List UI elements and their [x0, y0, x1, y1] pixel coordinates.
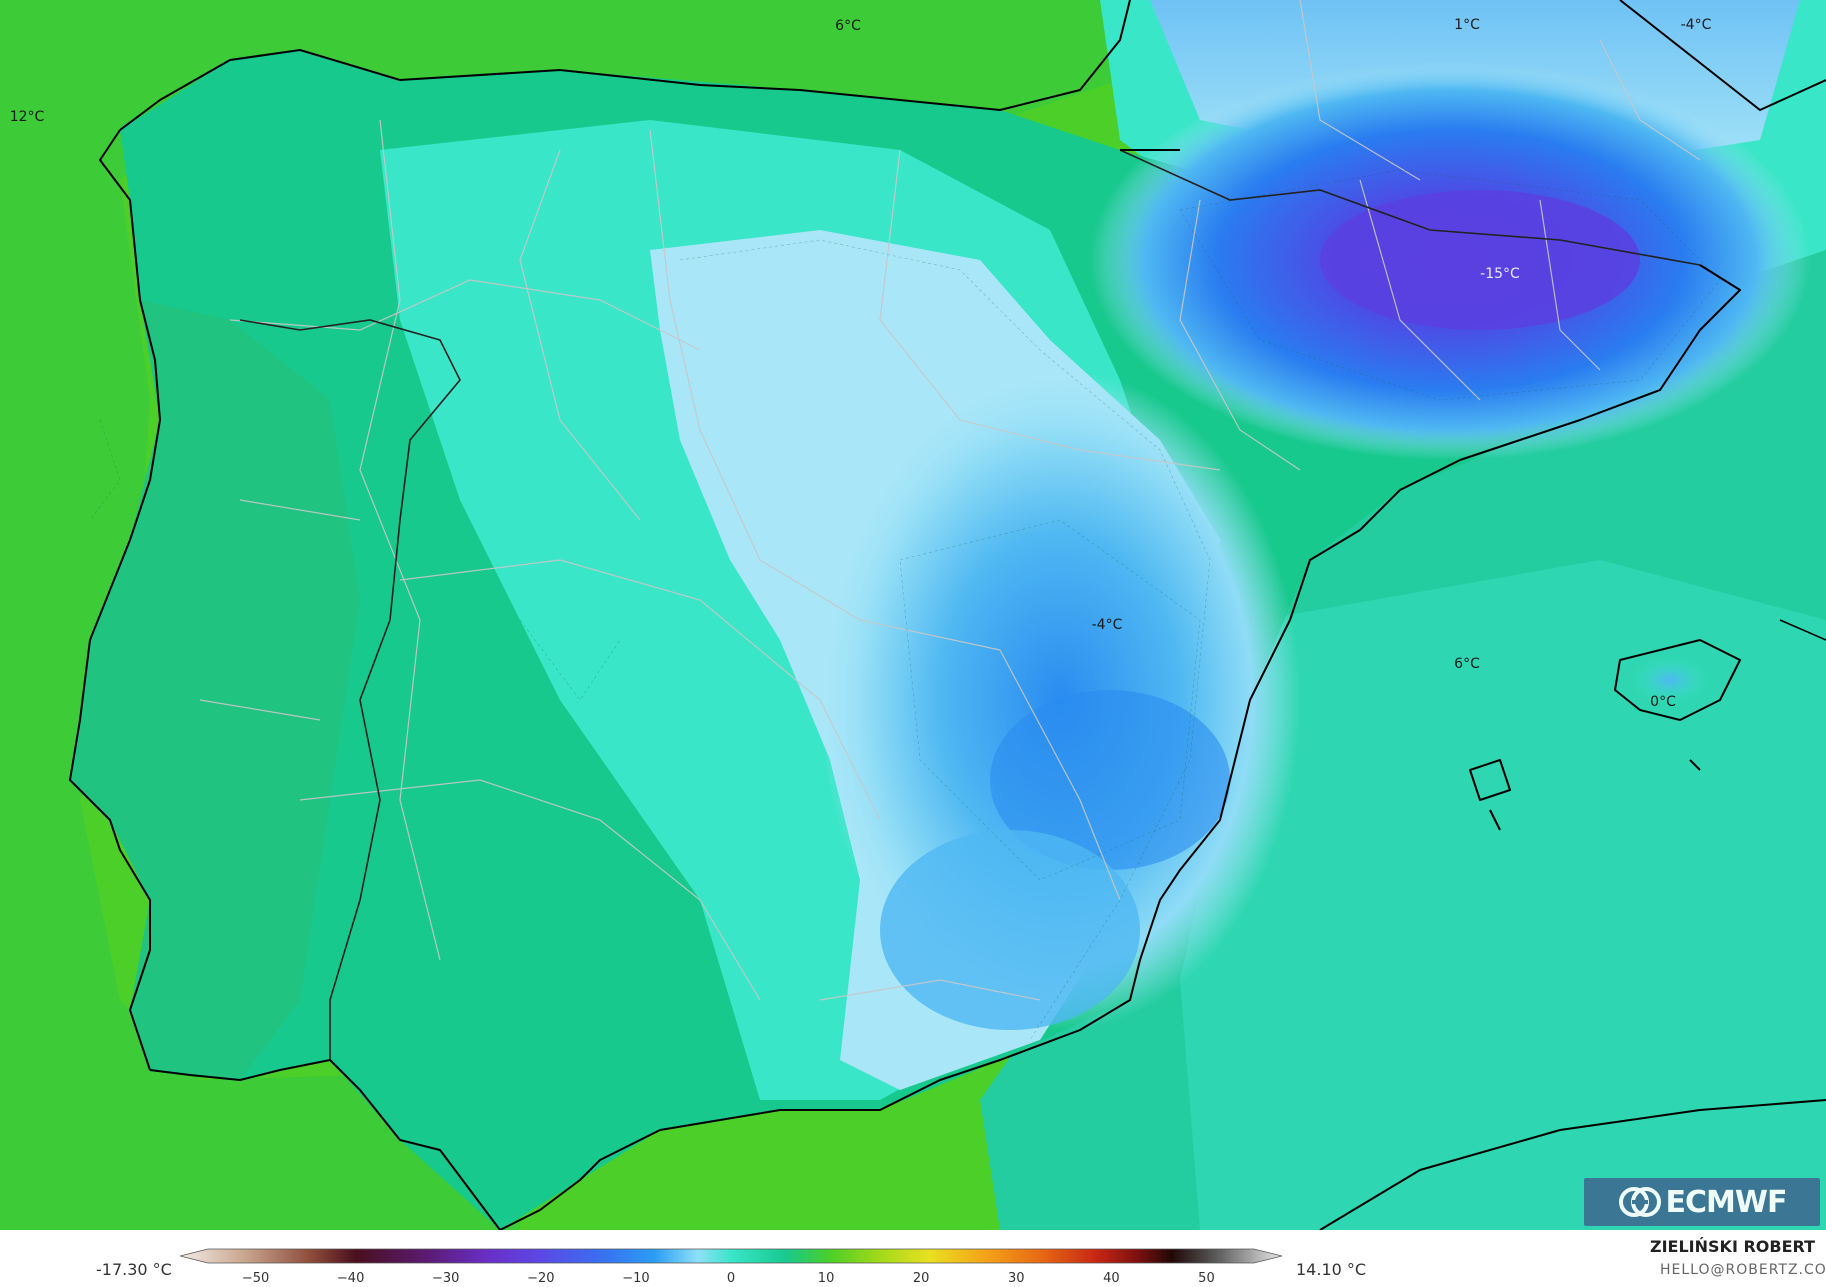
label-minus4-center: -4°C: [1091, 617, 1123, 633]
pyrenees-cold-core: [1320, 190, 1640, 330]
label-0-mallorca: 0°C: [1650, 694, 1676, 710]
colorbar-tick-label: 10: [817, 1271, 835, 1286]
min-temperature: -17.30 °C: [96, 1260, 172, 1279]
colorbar-tick-label: −10: [622, 1271, 650, 1286]
label-1-france: 1°C: [1454, 17, 1480, 33]
colorbar-tick-label: −40: [336, 1271, 365, 1286]
corsica-edge: [1779, 619, 1826, 641]
ecmwf-logo-text: ECMWF: [1665, 1184, 1788, 1220]
colorbar-tick-label: −20: [527, 1271, 555, 1286]
label-12-west: 12°C: [9, 109, 45, 125]
ecmwf-logo-icon: [1618, 1187, 1661, 1217]
mediterranean-cool: [1180, 560, 1826, 1230]
colorbar-tick-label: 30: [1007, 1271, 1025, 1286]
colorbar-tick-label: 40: [1103, 1271, 1120, 1286]
temperature-colorbar: [180, 1248, 1282, 1264]
colorbar-tick-label: 20: [912, 1271, 930, 1286]
region-borders: [199, 0, 1701, 1001]
colorbar-tick-label: −30: [432, 1271, 460, 1286]
label-minus15-pyrenees: -15°C: [1480, 266, 1520, 282]
colorbar-tick-label: 50: [1198, 1271, 1215, 1286]
colorbar-tick-label: −50: [241, 1271, 270, 1286]
author-name: ZIELIŃSKI ROBERT: [1650, 1237, 1816, 1256]
mallorca-cold: [1630, 656, 1710, 704]
south-cold-lobe: [880, 830, 1140, 1030]
label-minus4-ne: -4°C: [1680, 17, 1712, 33]
central-cold-core: [990, 690, 1230, 870]
isotherm-contours: [89, 169, 1721, 1041]
label-6-north: 6°C: [835, 18, 861, 34]
label-6-mediterranean: 6°C: [1454, 656, 1480, 672]
portugal-band: [70, 300, 360, 1080]
country-borders: [239, 149, 1701, 1060]
coastline: [69, 0, 1826, 1230]
author-email: HELLO@ROBERTZ.CO: [1660, 1262, 1826, 1278]
atlantic-band: [0, 0, 1120, 1230]
max-temperature: 14.10 °C: [1296, 1260, 1367, 1279]
colorbar-tick-label: 0: [726, 1271, 736, 1286]
ecmwf-logo: ECMWF: [1584, 1178, 1820, 1226]
temperature-map: [0, 0, 1826, 1230]
